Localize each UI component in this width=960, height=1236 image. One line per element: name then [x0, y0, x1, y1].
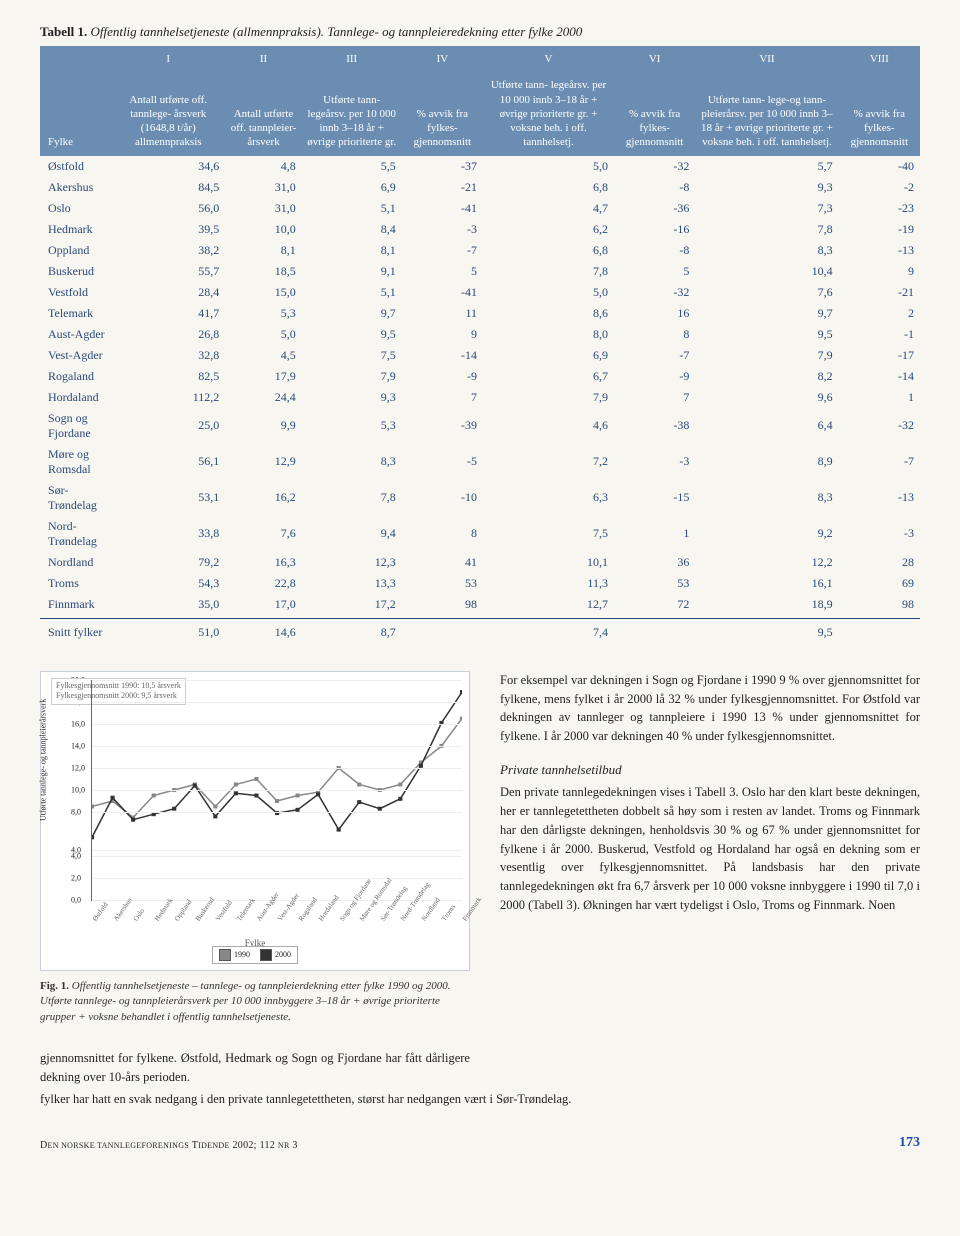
yaxis-label: Utførte tannlege- og tannpleierårsverk — [39, 698, 48, 820]
xtick-label: Oppland — [173, 898, 193, 922]
col-fylke: Fylke — [40, 72, 111, 155]
table-row: Hordaland112,224,49,377,979,61 — [40, 387, 920, 408]
table-row: Hedmark39,510,08,4-36,2-167,8-19 — [40, 219, 920, 240]
table-caption: Offentlig tannhelsetjeneste (allmennprak… — [90, 24, 582, 39]
table-row: Aust-Agder26,85,09,598,089,5-1 — [40, 324, 920, 345]
table-row: Østfold34,64,85,5-375,0-325,7-40 — [40, 156, 920, 177]
ytick-label: 8,0 — [71, 807, 81, 816]
table-row: Sogn og Fjordane25,09,95,3-394,6-386,4-3… — [40, 408, 920, 444]
ytick-label: 12,0 — [71, 763, 85, 772]
table-row: Troms54,322,813,35311,35316,169 — [40, 573, 920, 594]
ytick-label: 10,0 — [71, 785, 85, 794]
ytick-label: 4,0 — [71, 846, 81, 855]
page-footer: DEN NORSKE TANNLEGEFORENINGS TIDENDE 200… — [40, 1135, 920, 1151]
main-table: I II III IV V VI VII VIII Fylke Antall u… — [40, 46, 920, 643]
col-8: % avvik fra fylkes- gjennomsnitt — [839, 72, 920, 155]
xtick-label: Vestfold — [214, 899, 234, 923]
page-number: 173 — [899, 1135, 920, 1151]
table-row: Sør-Trøndelag53,116,27,8-106,3-158,3-13 — [40, 480, 920, 516]
col-7: Utførte tann- lege-og tann- pleierårsv. … — [695, 72, 838, 155]
table-row: Oppland38,28,18,1-76,8-88,3-13 — [40, 240, 920, 261]
table-row: Vest-Agder32,84,57,5-146,9-77,9-17 — [40, 345, 920, 366]
table-summary-row: Snitt fylker51,014,68,77,49,5 — [40, 618, 920, 643]
table-row: Vestfold28,415,05,1-415,0-327,6-21 — [40, 282, 920, 303]
header-label-row: Fylke Antall utførte off. tannlege- årsv… — [40, 72, 920, 155]
table-row: Oslo56,031,05,1-414,7-367,3-23 — [40, 198, 920, 219]
table-row: Buskerud55,718,59,157,8510,49 — [40, 261, 920, 282]
legend: 1990 2000 — [212, 946, 298, 964]
table-row: Nordland79,216,312,34110,13612,228 — [40, 552, 920, 573]
table-row: Nord-Trøndelag33,87,69,487,519,2-3 — [40, 516, 920, 552]
paragraph-2: Den private tannlegedekningen vises i Ta… — [500, 783, 920, 914]
figure-caption: Fig. 1. Offentlig tannhelsetjeneste – ta… — [40, 979, 470, 1025]
xtick-label: Oslo — [132, 907, 146, 922]
chart-area — [91, 680, 462, 901]
col-4: % avvik fra fylkes- gjennomsnitt — [402, 72, 483, 155]
col-1: Antall utførte off. tannlege- årsverk (1… — [111, 72, 225, 155]
ytick-label: 0,0 — [71, 895, 81, 904]
ytick-label: 14,0 — [71, 741, 85, 750]
paragraph-1: For eksempel var dekningen i Sogn og Fjo… — [500, 671, 920, 746]
xtick-label: Troms — [440, 903, 457, 922]
col-5: Utførte tann- legeårsv. per 10 000 innb … — [483, 72, 614, 155]
ytick-label: 16,0 — [71, 719, 85, 728]
table-title: Tabell 1. Offentlig tannhelsetjeneste (a… — [40, 24, 920, 40]
chart-figure: Utførte tannlege- og tannpleierårsverk 0… — [40, 671, 470, 971]
subheading: Private tannhelsetilbud — [500, 760, 920, 780]
journal-ref: DEN NORSKE TANNLEGEFORENINGS TIDENDE 200… — [40, 1140, 298, 1151]
paragraph-3: fylker har hatt en svak nedgang i den pr… — [40, 1090, 920, 1109]
ytick-label: 2,0 — [71, 873, 81, 882]
col-2: Antall utførte off. tannpleier- årsverk — [225, 72, 301, 155]
table-row: Møre og Romsdal56,112,98,3-57,2-38,9-7 — [40, 444, 920, 480]
table-row: Akershus84,531,06,9-216,8-89,3-2 — [40, 177, 920, 198]
table-row: Rogaland82,517,97,9-96,7-98,2-14 — [40, 366, 920, 387]
col-3: Utførte tann- legeårsv. per 10 000 innb … — [302, 72, 402, 155]
body-text-left: gjennomsnittet for fylkene. Østfold, Hed… — [40, 1049, 470, 1087]
xtick-label: Østfold — [91, 901, 110, 923]
xtick-label: Finnmark — [461, 895, 483, 922]
col-6: % avvik fra fylkes- gjennomsnitt — [614, 72, 695, 155]
body-text-right: For eksempel var dekningen i Sogn og Fjo… — [500, 671, 920, 1087]
table-row: Telemark41,75,39,7118,6169,72 — [40, 303, 920, 324]
header-roman-row: I II III IV V VI VII VIII — [40, 46, 920, 72]
table-number: Tabell 1. — [40, 24, 87, 39]
table-row: Finnmark35,017,017,29812,77218,998 — [40, 594, 920, 619]
